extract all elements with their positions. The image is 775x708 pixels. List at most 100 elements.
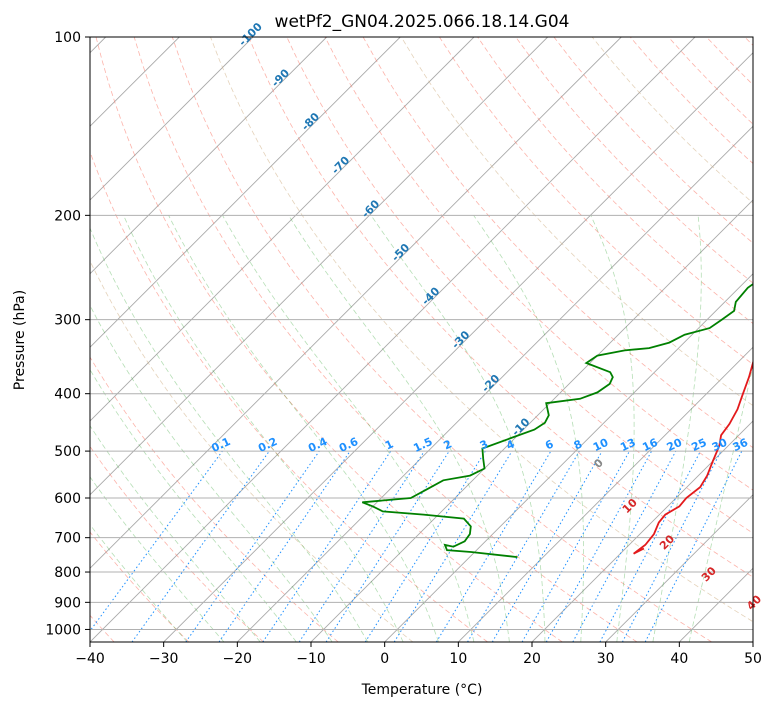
mixing-ratio-label: 0.4 — [306, 435, 329, 455]
x-tick-label: 30 — [597, 651, 615, 667]
dry-adiabat-line — [515, 37, 753, 284]
dry-adiabat-line — [744, 37, 753, 46]
mixing-ratio-line — [90, 450, 223, 632]
mixing-ratio-line — [218, 450, 351, 642]
moist-adiabat-line — [90, 368, 297, 642]
dry-adiabat-line — [171, 37, 712, 642]
y-tick-label: 1000 — [45, 622, 81, 638]
mixing-ratio-label: 30 — [710, 436, 730, 454]
isotherm-label: -20 — [479, 372, 502, 395]
y-tick-label: 600 — [54, 491, 81, 507]
mixing-ratio-labels: 0.1 0.2 0.4 0.6 1 1.5 2 3 4 6 8 10 13 16 20 25 30 36 — [209, 435, 750, 455]
isotherm-line — [457, 346, 753, 642]
mixing-ratio-label: 0.6 — [337, 435, 360, 455]
mixing-ratio-label: 0.2 — [256, 435, 279, 455]
moist-adiabat-label: 30 — [699, 564, 719, 584]
mixing-ratio-line — [325, 450, 450, 642]
mixing-ratio-line — [572, 450, 677, 642]
x-tick-label: 10 — [449, 651, 467, 667]
mixing-ratio-label: 3 — [478, 437, 490, 452]
x-tick-label: −20 — [223, 651, 253, 667]
isotherm-labels: -100-90 -80 -70 -60 -50 -40 -30 -20 -10 — [236, 20, 533, 439]
isotherm-line — [236, 125, 753, 642]
dry-adiabat-line — [362, 37, 753, 449]
mixing-ratio-label: 16 — [640, 436, 660, 454]
dry-adiabat-line — [90, 531, 190, 642]
y-tick-label: 300 — [54, 313, 81, 329]
moist-adiabat-line — [590, 215, 635, 642]
dry-adiabat-line — [706, 37, 753, 86]
mixing-ratio-line — [298, 450, 425, 642]
isotherm-line — [90, 37, 254, 201]
moist-adiabat-line — [222, 215, 475, 642]
dry-adiabat-line — [477, 37, 753, 325]
temperature-trace — [633, 359, 753, 555]
mixing-ratio-label: 6 — [543, 437, 556, 452]
y-tick-label: 900 — [54, 595, 81, 611]
isotherm-line — [90, 37, 401, 348]
y-tick-label: 100 — [54, 30, 81, 46]
dry-adiabat-line — [248, 37, 753, 578]
mixing-ratio-label: 13 — [618, 436, 637, 454]
mixing-ratio-label: 10 — [591, 436, 611, 454]
moist-adiabat-line — [168, 215, 439, 642]
chart-title: wetPf2_GN04.2025.066.18.14.G04 — [275, 12, 570, 32]
dry-adiabat-line — [95, 37, 563, 642]
y-axis-label: Pressure (hPa) — [12, 290, 28, 390]
x-tick-label: 50 — [744, 651, 762, 667]
y-tick-label: 500 — [54, 444, 81, 460]
x-axis: −40 −30 −20 −10 0 10 20 30 40 50 — [75, 642, 762, 667]
isotherm-line — [90, 37, 622, 569]
y-tick-label: 800 — [54, 565, 81, 581]
isotherm-line — [752, 641, 753, 642]
isotherm-line — [90, 37, 475, 422]
isotherm-label: -90 — [269, 66, 292, 89]
moist-adiabat-label: 40 — [744, 592, 764, 612]
isotherm-label: -10 — [509, 415, 532, 438]
mixing-ratio-line — [599, 450, 701, 642]
moist-adiabat-line — [90, 476, 225, 642]
mixing-ratio-label: 25 — [689, 436, 708, 454]
x-tick-label: −10 — [296, 651, 326, 667]
moist-adiabat-line — [688, 363, 753, 642]
mixing-ratio-label: 2 — [442, 437, 454, 452]
moist-adiabat-label: 10 — [620, 496, 640, 516]
moist-adiabat-label: 20 — [657, 532, 677, 552]
mixing-ratio-line — [467, 450, 580, 642]
plot-frame — [89, 36, 754, 643]
dry-adiabat-line — [90, 260, 414, 642]
mixing-ratio-line — [491, 450, 603, 642]
background-lines — [90, 37, 753, 642]
y-tick-label: 700 — [54, 531, 81, 547]
y-axis: 1000 900 800 700 600 500 400 300 200 100 — [45, 30, 90, 638]
x-axis-label: Temperature (°C) — [361, 682, 483, 698]
isotherm-line — [90, 37, 549, 496]
x-tick-label: 20 — [523, 651, 541, 667]
moist-adiabat-line — [90, 227, 369, 642]
dry-adiabat-line — [210, 37, 753, 623]
mixing-ratio-line — [435, 450, 552, 642]
mixing-ratio-label: 20 — [665, 436, 685, 454]
isotherm-line — [531, 420, 753, 642]
isotherm-label: -70 — [329, 154, 352, 177]
dry-adiabat-line — [90, 150, 488, 642]
mixing-ratio-line — [185, 450, 320, 642]
moist-adiabat-line — [90, 523, 188, 642]
x-tick-label: 0 — [380, 651, 389, 667]
moist-adiabat-line — [123, 215, 404, 642]
isotherm-line — [90, 37, 328, 275]
x-tick-label: −30 — [149, 651, 179, 667]
isotherm-line — [384, 273, 753, 642]
isotherm-label: -80 — [299, 110, 322, 133]
mixing-ratio-line — [521, 450, 630, 642]
isotherm-line — [678, 567, 753, 642]
y-tick-label: 400 — [54, 387, 81, 403]
pressure-gridlines — [90, 37, 753, 630]
moist-adiabat-line — [90, 304, 333, 642]
isotherm-label: -100 — [236, 20, 265, 49]
moist-adiabat-line — [652, 215, 702, 642]
isotherm-label: -40 — [419, 284, 442, 307]
mixing-ratio-line — [364, 450, 486, 642]
x-tick-label: 40 — [670, 651, 688, 667]
